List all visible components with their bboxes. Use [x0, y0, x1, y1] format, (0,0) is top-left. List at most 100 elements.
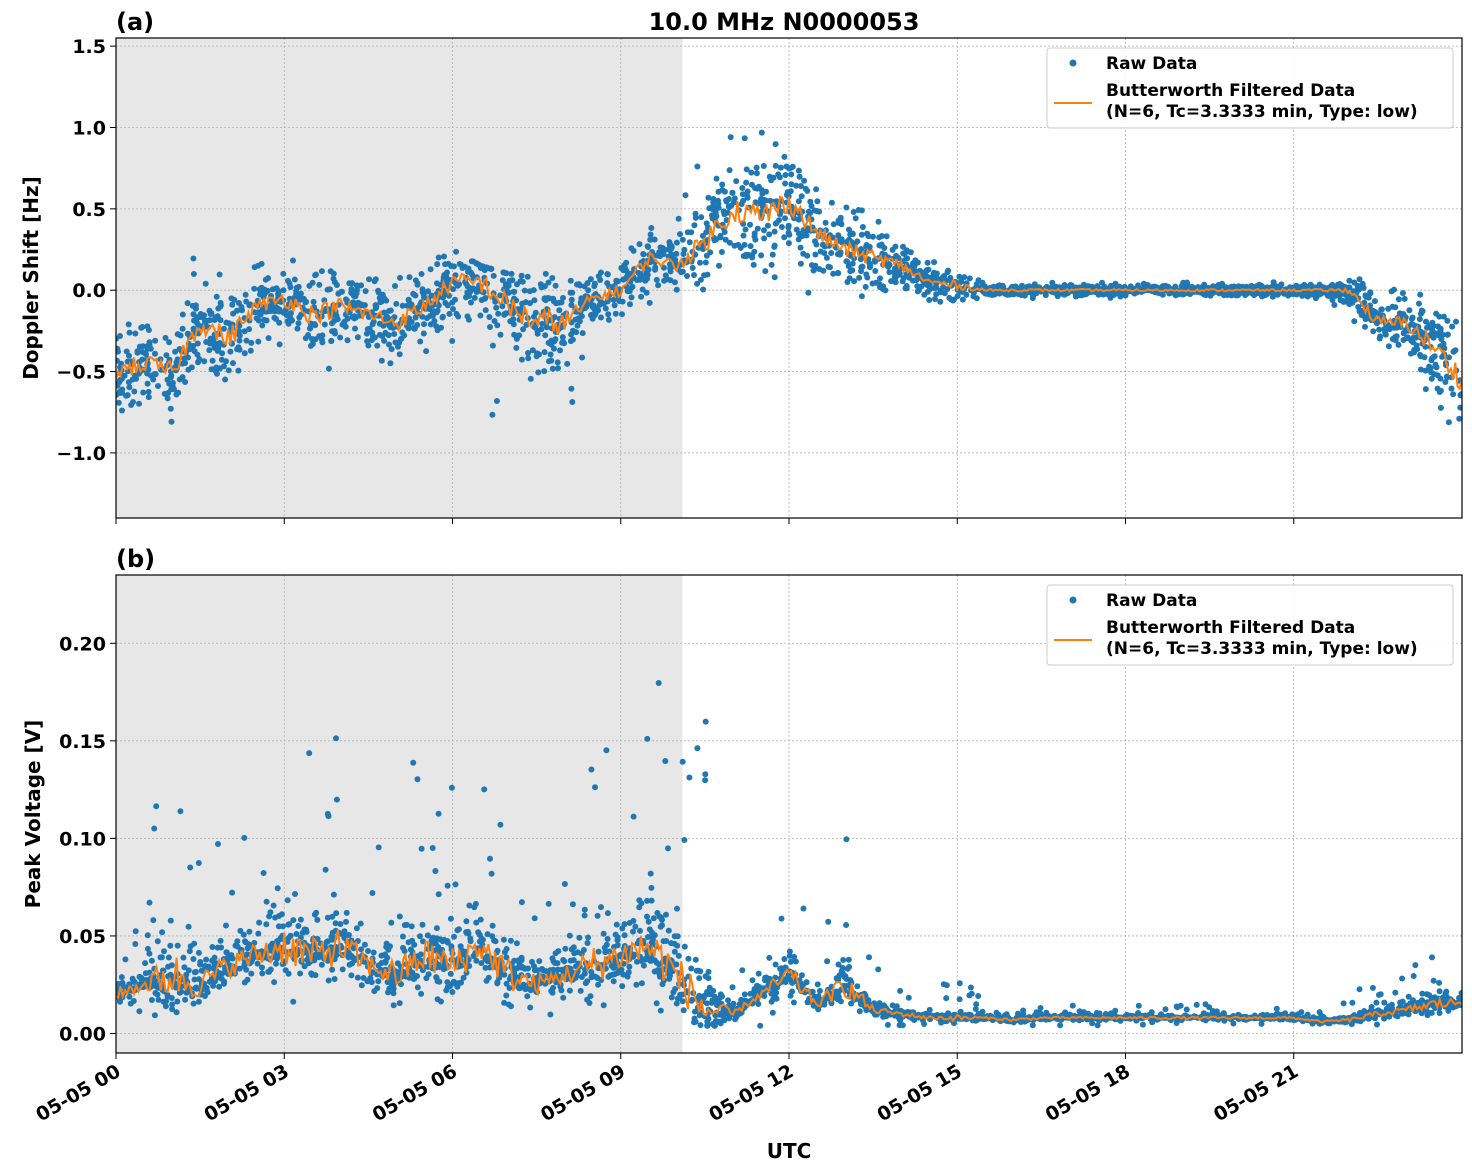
raw-data-point: [454, 983, 461, 990]
raw-data-point: [181, 964, 188, 971]
raw-data-point: [169, 1006, 176, 1013]
raw-data-point: [611, 944, 617, 950]
raw-data-point: [1183, 1006, 1190, 1013]
raw-data-point: [761, 235, 768, 242]
raw-data-point: [1385, 343, 1392, 350]
raw-data-point: [450, 286, 457, 293]
raw-data-point: [316, 333, 323, 340]
raw-data-point: [259, 322, 266, 329]
raw-data-point: [1416, 316, 1423, 323]
y-tick-label: 1.0: [72, 117, 106, 139]
raw-data-point: [155, 996, 162, 1003]
raw-data-point: [1383, 1005, 1390, 1012]
raw-data-point: [395, 343, 401, 350]
raw-data-point: [133, 375, 140, 382]
raw-data-point: [561, 881, 568, 887]
raw-data-point: [1417, 366, 1424, 373]
raw-data-point: [1094, 1022, 1101, 1029]
raw-data-point: [1336, 292, 1343, 299]
raw-data-point: [657, 1007, 664, 1014]
raw-data-point: [688, 965, 695, 972]
raw-data-point: [805, 289, 812, 296]
raw-data-point: [846, 275, 853, 282]
raw-data-point: [755, 183, 762, 190]
raw-data-point: [372, 305, 379, 312]
raw-data-point: [692, 214, 699, 221]
raw-data-point: [267, 909, 274, 916]
raw-data-point: [167, 405, 174, 412]
raw-data-point: [312, 951, 319, 958]
raw-data-point: [261, 316, 268, 323]
raw-data-point: [405, 939, 412, 946]
raw-data-point: [167, 917, 174, 924]
raw-data-point: [1453, 318, 1459, 325]
raw-data-point: [146, 950, 153, 957]
raw-data-point: [349, 280, 355, 287]
raw-data-point: [425, 288, 432, 295]
raw-data-point: [910, 277, 916, 284]
raw-data-point: [425, 932, 432, 939]
raw-data-point: [201, 358, 208, 365]
raw-data-point: [195, 314, 202, 321]
raw-data-point: [569, 336, 576, 343]
raw-data-point: [1406, 307, 1413, 314]
raw-data-point: [132, 330, 139, 337]
raw-data-point: [1351, 318, 1358, 325]
raw-data-point: [1457, 392, 1462, 399]
raw-data-point: [366, 325, 373, 332]
raw-data-point: [477, 312, 484, 319]
raw-data-point: [236, 346, 243, 353]
raw-data-point: [1275, 284, 1281, 291]
legend-raw-label: Raw Data: [1106, 54, 1197, 74]
raw-data-point: [343, 918, 349, 925]
raw-data-point: [241, 350, 248, 357]
raw-data-point: [451, 263, 457, 270]
raw-data-point: [463, 918, 470, 925]
raw-data-point: [747, 221, 753, 228]
raw-data-point: [638, 293, 645, 300]
raw-data-point: [337, 334, 344, 341]
raw-data-point: [614, 278, 621, 285]
raw-data-point: [648, 225, 655, 231]
raw-data-point: [795, 198, 802, 205]
raw-data-point: [926, 297, 933, 303]
raw-data-point: [387, 307, 394, 314]
raw-data-point: [284, 897, 291, 904]
panel-b: 05-05 00 05-05 03 05-05 06 05-05 09 05-05 12…: [32, 574, 1463, 1126]
raw-data-point: [152, 337, 159, 344]
raw-data-point: [648, 884, 655, 891]
raw-data-point: [852, 215, 859, 222]
raw-data-point: [1320, 1013, 1327, 1020]
raw-data-point: [497, 331, 504, 338]
raw-data-point: [629, 283, 636, 290]
raw-data-point: [743, 166, 750, 173]
raw-data-point: [254, 960, 261, 967]
raw-data-point: [423, 315, 430, 322]
raw-data-point: [893, 1003, 900, 1010]
raw-data-point: [555, 365, 561, 372]
raw-data-point: [1438, 336, 1445, 343]
raw-data-point: [1412, 962, 1419, 969]
raw-data-point: [291, 276, 298, 283]
raw-data-point: [332, 920, 339, 927]
raw-data-point: [399, 329, 406, 336]
raw-data-point: [285, 320, 292, 327]
raw-data-point: [630, 813, 637, 820]
raw-data-point: [1339, 297, 1346, 304]
raw-data-point: [455, 313, 462, 320]
raw-data-point: [303, 298, 310, 305]
raw-data-point: [372, 276, 379, 283]
raw-data-point: [1413, 342, 1420, 349]
raw-data-point: [358, 982, 365, 989]
raw-data-point: [529, 958, 535, 965]
raw-data-point: [242, 291, 249, 298]
raw-data-point: [703, 229, 710, 236]
raw-data-point: [781, 956, 788, 962]
raw-data-point: [382, 315, 389, 322]
raw-data-point: [921, 291, 928, 298]
raw-data-point: [782, 180, 789, 187]
raw-data-point: [213, 293, 220, 300]
raw-data-point: [845, 956, 852, 963]
raw-data-point: [545, 279, 552, 286]
raw-data-point: [265, 335, 272, 342]
